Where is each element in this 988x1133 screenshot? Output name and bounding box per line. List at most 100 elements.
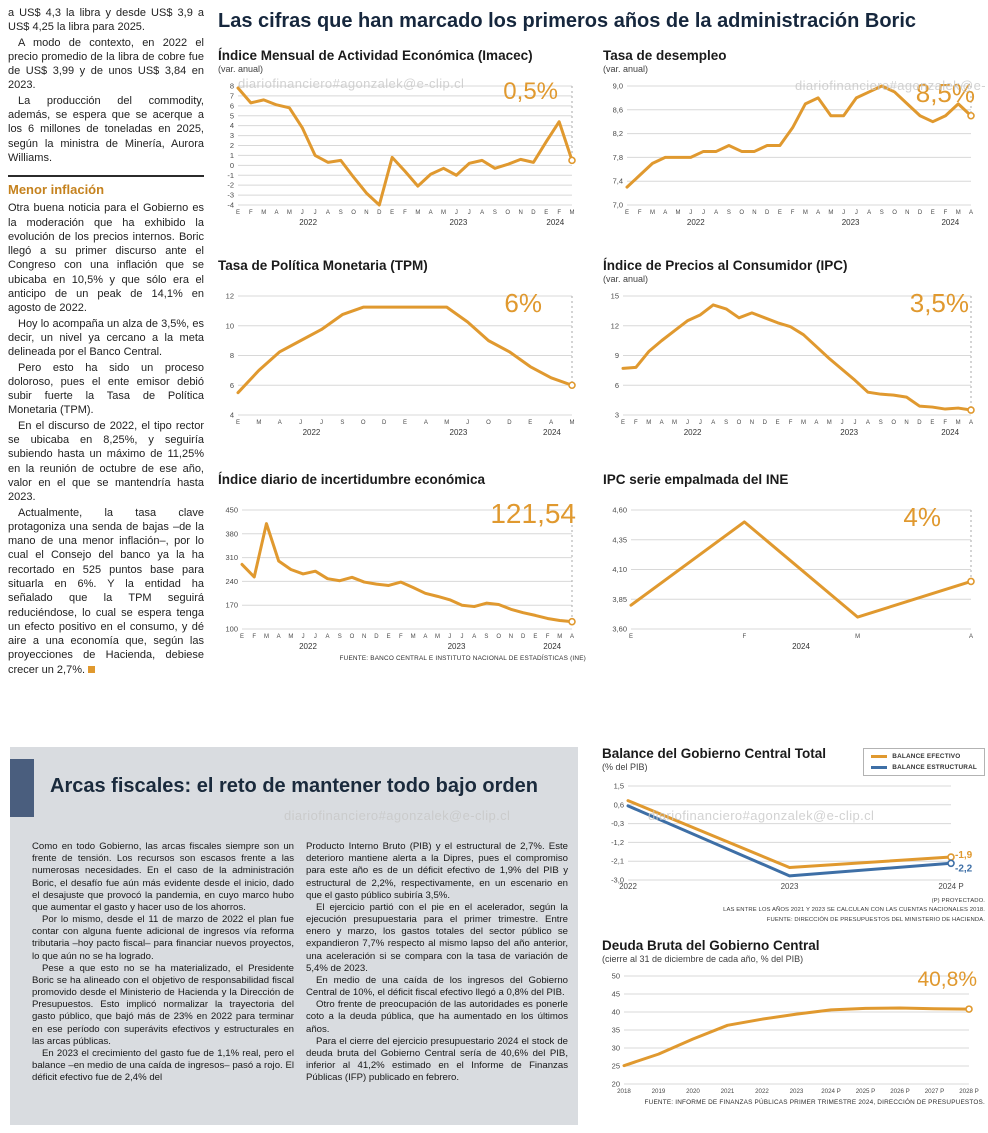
svg-text:25: 25 (612, 1062, 620, 1071)
svg-text:M: M (803, 210, 808, 216)
svg-text:-2,1: -2,1 (611, 857, 624, 866)
svg-text:45: 45 (612, 990, 620, 999)
svg-text:4,35: 4,35 (612, 535, 627, 544)
svg-text:2018: 2018 (617, 1088, 631, 1095)
svg-text:2026 P: 2026 P (890, 1088, 910, 1095)
svg-text:1: 1 (230, 151, 234, 160)
svg-text:M: M (672, 420, 677, 426)
svg-text:S: S (724, 420, 728, 426)
svg-text:F: F (943, 420, 947, 426)
svg-text:2: 2 (230, 141, 234, 150)
svg-text:F: F (634, 420, 638, 426)
svg-text:M: M (801, 420, 806, 426)
svg-text:2023: 2023 (840, 428, 858, 437)
chart-source: FUENTE: INFORME DE FINANZAS PÚBLICAS PRI… (644, 1099, 985, 1106)
svg-text:F: F (249, 210, 253, 216)
svg-text:D: D (374, 634, 379, 640)
fiscal-paragraph: En medio de una caída de los ingresos de… (306, 974, 568, 999)
svg-text:J: J (468, 210, 471, 216)
svg-text:N: N (904, 420, 908, 426)
article-paragraph: a US$ 4,3 la libra y desde US$ 3,9 a US$… (8, 7, 204, 34)
svg-text:S: S (338, 634, 342, 640)
svg-text:D: D (507, 420, 512, 426)
svg-text:4: 4 (230, 411, 234, 420)
svg-text:2024 P: 2024 P (938, 882, 963, 891)
chart-subtitle: (var. anual) (603, 64, 649, 74)
svg-text:F: F (403, 210, 407, 216)
svg-text:-3,0: -3,0 (611, 876, 624, 885)
svg-text:6: 6 (230, 101, 234, 110)
svg-text:S: S (339, 210, 343, 216)
svg-text:9,0: 9,0 (613, 82, 623, 91)
svg-text:E: E (625, 210, 629, 216)
svg-text:D: D (521, 634, 526, 640)
section-heading-menor-inflacion: Menor inflación (8, 175, 204, 197)
chart-subtitle: (var. anual) (603, 274, 649, 284)
svg-text:J: J (466, 420, 469, 426)
svg-text:J: J (455, 210, 458, 216)
svg-text:M: M (650, 210, 655, 216)
chart-big-value: 0,5% (503, 78, 558, 105)
fiscal-paragraph: Por lo mismo, desde el 11 de marzo de 20… (32, 914, 294, 962)
svg-text:30: 30 (612, 1044, 620, 1053)
chart-title: Tasa de desempleo (603, 48, 727, 63)
svg-text:M: M (411, 634, 416, 640)
chart-legend: BALANCE EFECTIVO BALANCE ESTRUCTURAL (863, 748, 985, 776)
chart-unemployment: Tasa de desempleo (var. anual) 8,5% 9,0 8… (603, 48, 985, 253)
svg-text:-0,3: -0,3 (611, 819, 624, 828)
chart-footnote: FUENTE: DIRECCIÓN DE PRESUPUESTOS DEL MI… (766, 916, 985, 923)
svg-text:E: E (621, 420, 625, 426)
chart-footnotes: (P) PROYECTADO. LAS ENTRE LOS AÑOS 2021 … (602, 897, 985, 925)
svg-text:380: 380 (225, 529, 238, 538)
article-paragraph: En el discurso de 2022, el tipo rector s… (8, 419, 204, 504)
svg-text:J: J (841, 420, 844, 426)
svg-text:A: A (423, 634, 427, 640)
svg-text:M: M (415, 210, 420, 216)
svg-text:A: A (660, 420, 664, 426)
svg-text:M: M (261, 210, 266, 216)
svg-text:D: D (765, 210, 770, 216)
svg-text:2022: 2022 (299, 218, 317, 227)
chart-footnote: (P) PROYECTADO. (931, 898, 985, 904)
svg-text:J: J (302, 634, 305, 640)
svg-text:2022: 2022 (755, 1088, 769, 1095)
svg-text:F: F (399, 634, 403, 640)
svg-text:N: N (518, 210, 522, 216)
chart-subtitle: (% del PIB) (602, 762, 648, 772)
chart-ipc: Índice de Precios al Consumidor (IPC) (v… (603, 258, 985, 463)
svg-text:J: J (314, 210, 317, 216)
chart-big-value: 40,8% (917, 968, 977, 991)
chart-title: Balance del Gobierno Central Total (602, 746, 827, 761)
article-paragraph: La producción del commodity, además, se … (8, 94, 204, 164)
chart-footnote: LAS ENTRE LOS AÑOS 2021 Y 2023 SE CALCUL… (723, 907, 985, 914)
svg-text:E: E (390, 210, 394, 216)
fiscal-column-1: Como en todo Gobierno, las arcas fiscale… (32, 841, 294, 1084)
svg-text:S: S (493, 210, 497, 216)
svg-text:8: 8 (230, 82, 234, 91)
svg-text:E: E (930, 420, 934, 426)
article-paragraph: A modo de contexto, en 2022 el precio pr… (8, 36, 204, 92)
svg-text:7,8: 7,8 (613, 153, 623, 162)
svg-text:9: 9 (615, 351, 619, 360)
article-end-square-icon (88, 665, 96, 673)
svg-text:2021: 2021 (721, 1088, 735, 1095)
svg-text:J: J (699, 420, 702, 426)
svg-text:F: F (789, 420, 793, 426)
chart-uncertainty: Índice diario de incertidumbre económica… (218, 472, 586, 677)
svg-text:M: M (557, 634, 562, 640)
svg-text:M: M (828, 210, 833, 216)
svg-text:3,60: 3,60 (612, 625, 627, 634)
legend-swatch-orange (871, 755, 888, 758)
svg-text:A: A (816, 210, 820, 216)
svg-text:S: S (484, 634, 488, 640)
article-paragraph: Otra buena noticia para el Gobierno es l… (8, 202, 204, 315)
svg-text:J: J (314, 634, 317, 640)
svg-text:2022: 2022 (684, 428, 702, 437)
fiscal-paragraph: El ejercicio partió con el pie en el ace… (306, 901, 568, 974)
fiscal-paragraph: Otro frente de preocupación de las autor… (306, 999, 568, 1035)
svg-text:3,85: 3,85 (612, 595, 627, 604)
fiscal-title: Arcas fiscales: el reto de mantener todo… (50, 775, 538, 797)
svg-text:F: F (557, 210, 561, 216)
legend-item-efectivo: BALANCE EFECTIVO (871, 753, 977, 760)
svg-text:F: F (944, 210, 948, 216)
